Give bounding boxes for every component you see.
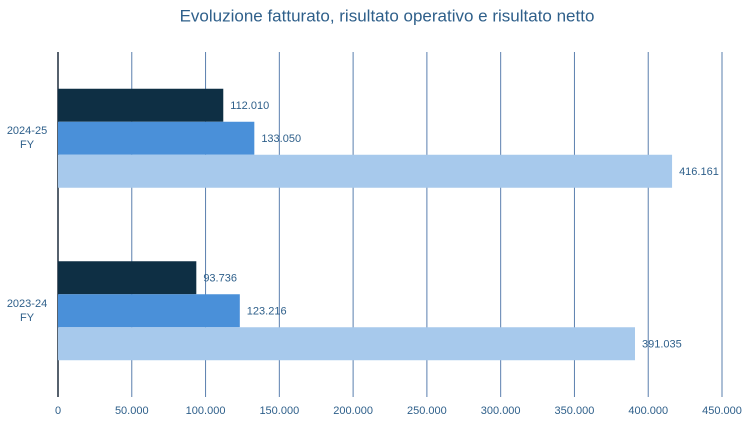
x-tick-label: 50.000 bbox=[115, 405, 149, 417]
x-tick-label: 400.000 bbox=[628, 405, 668, 417]
value-label: 416.161 bbox=[679, 166, 719, 178]
value-label: 133.050 bbox=[261, 133, 301, 145]
x-tick-label: 450.000 bbox=[702, 405, 742, 417]
bar bbox=[58, 261, 197, 295]
x-tick-label: 350.000 bbox=[555, 405, 595, 417]
bar bbox=[58, 327, 635, 361]
x-tick-label: 150.000 bbox=[259, 405, 299, 417]
x-tick-label: 300.000 bbox=[481, 405, 521, 417]
x-tick-label: 200.000 bbox=[333, 405, 373, 417]
value-label: 391.035 bbox=[642, 339, 682, 351]
x-tick-label: 100.000 bbox=[186, 405, 226, 417]
chart-title: Evoluzione fatturato, risultato operativ… bbox=[180, 6, 595, 25]
y-tick-label: 2023-24 FY bbox=[6, 297, 48, 324]
x-tick-label: 250.000 bbox=[407, 405, 447, 417]
bar bbox=[58, 294, 240, 328]
y-tick-label: 2024-25 FY bbox=[6, 125, 48, 152]
value-label: 123.216 bbox=[247, 306, 287, 318]
x-tick-label: 0 bbox=[55, 405, 61, 417]
bar bbox=[58, 88, 224, 122]
value-label: 93.736 bbox=[203, 273, 237, 285]
bar bbox=[58, 154, 673, 188]
value-label: 112.010 bbox=[230, 100, 269, 112]
bar bbox=[58, 121, 255, 155]
